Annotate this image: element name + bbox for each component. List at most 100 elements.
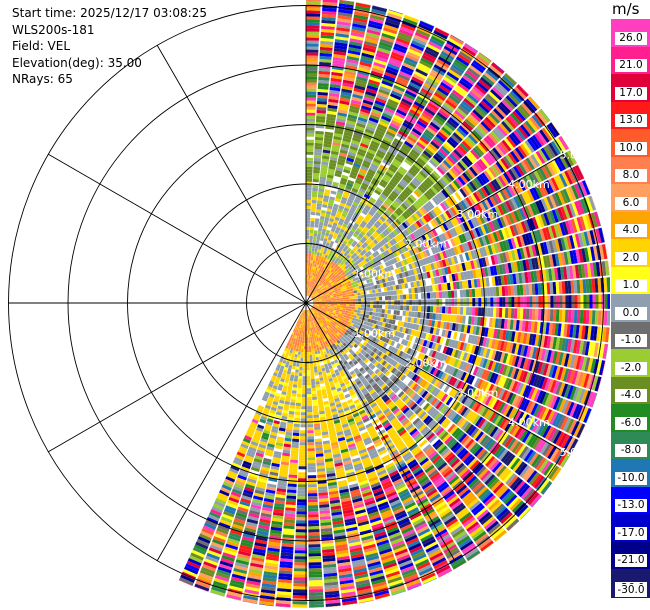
radar-gate (382, 368, 389, 375)
radar-gate (423, 51, 437, 61)
radar-gate (403, 573, 419, 582)
radar-gate (473, 345, 480, 355)
radar-gate (366, 279, 371, 284)
radar-gate (523, 220, 531, 232)
radar-gate (363, 234, 370, 240)
radar-gate (323, 222, 328, 227)
radar-gate (509, 225, 516, 237)
radar-gate (333, 379, 339, 384)
radar-gate (368, 146, 378, 153)
radar-gate (333, 308, 337, 311)
radar-gate (392, 543, 406, 551)
radar-gate (393, 158, 402, 166)
radar-gate (440, 510, 453, 521)
radar-gate (315, 304, 319, 307)
radar-gate (512, 459, 523, 472)
radar-gate (512, 110, 524, 124)
radar-gate (389, 334, 395, 341)
radar-gate (307, 289, 309, 293)
radar-gate (404, 397, 412, 405)
radar-gate (455, 146, 465, 157)
radar-gate (497, 175, 507, 187)
radar-gate (359, 168, 368, 174)
radar-gate (319, 303, 323, 305)
radar-gate (326, 294, 330, 297)
radar-gate (325, 280, 329, 284)
radar-gate (349, 237, 355, 243)
radar-gate (312, 282, 315, 286)
radar-gate (424, 464, 435, 474)
radar-gate (448, 456, 459, 466)
radar-gate (504, 308, 509, 319)
radar-gate (522, 247, 528, 259)
radar-gate (413, 281, 418, 288)
radar-gate (357, 253, 363, 258)
radar-gate (362, 390, 369, 396)
radar-gate (591, 310, 596, 325)
radar-gate (548, 465, 559, 480)
radar-gate (382, 337, 387, 343)
radar-gate (395, 371, 402, 378)
radar-gate (352, 225, 358, 231)
radar-gate (352, 240, 358, 246)
radar-gate (309, 269, 312, 273)
radar-gate (554, 366, 561, 380)
radar-gate (442, 449, 452, 459)
radar-gate (326, 177, 334, 182)
radar-gate (414, 70, 427, 80)
radar-gate (412, 448, 422, 457)
radar-gate (455, 403, 464, 413)
radar-gate (306, 106, 316, 110)
radar-gate (469, 526, 483, 537)
radar-gate (593, 245, 599, 261)
radar-gate (436, 111, 448, 121)
radar-gate (322, 328, 326, 332)
radar-gate (579, 181, 588, 197)
radar-gate (415, 452, 426, 461)
radar-gate (353, 162, 361, 168)
radar-gate (366, 376, 373, 382)
radar-gate (397, 31, 413, 40)
radar-gate (494, 276, 499, 286)
radar-gate (514, 108, 526, 122)
radar-gate (323, 263, 327, 268)
radar-gate (352, 134, 362, 140)
radar-gate (568, 295, 572, 309)
radar-gate (331, 68, 344, 74)
radar-gate (315, 311, 318, 315)
radar-gate (557, 267, 562, 281)
radar-gate (505, 406, 514, 418)
radar-gate (539, 391, 547, 405)
radar-gate (329, 291, 333, 294)
radar-gate (367, 447, 377, 454)
radar-gate (537, 308, 542, 321)
radar-gate (417, 352, 423, 360)
radar-gate (561, 383, 569, 398)
radar-gate (507, 114, 519, 127)
radar-gate (333, 317, 337, 320)
radar-gate (329, 334, 333, 339)
radar-gate (472, 482, 484, 493)
radar-gate (324, 134, 333, 139)
radar-gate (320, 234, 325, 239)
radar-gate (318, 73, 330, 78)
radar-gate (316, 106, 327, 111)
radar-gate (380, 477, 391, 485)
radar-gate (328, 348, 333, 353)
radar-gate (515, 369, 523, 381)
radar-gate (484, 95, 497, 108)
radar-gate (432, 66, 446, 76)
radar-gate (552, 309, 557, 322)
radar-gate (476, 379, 484, 389)
radar-gate (450, 441, 460, 452)
radar-gate (316, 236, 321, 241)
radar-gate (461, 394, 469, 405)
radar-gate (315, 306, 319, 309)
radar-gate (485, 183, 494, 195)
radar-gate (316, 301, 320, 303)
radar-gate (325, 312, 329, 316)
radar-gate (385, 488, 396, 496)
radar-gate (342, 263, 347, 268)
radar-gate (345, 123, 356, 129)
radar-gate (420, 426, 429, 435)
